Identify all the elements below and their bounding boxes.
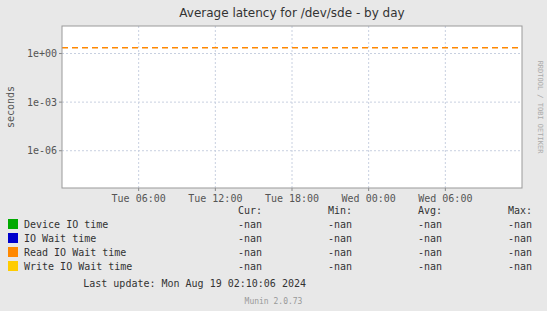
- legend-header: Cur:: [238, 205, 262, 216]
- legend-value: -nan: [418, 261, 442, 272]
- legend-label: Read IO Wait time: [24, 247, 126, 258]
- legend-value: -nan: [418, 247, 442, 258]
- legend-value: -nan: [508, 219, 532, 230]
- footer-text: Last update: Mon Aug 19 02:10:06 2024: [83, 278, 306, 289]
- grid-line: [215, 26, 216, 188]
- legend-value: -nan: [508, 233, 532, 244]
- x-tick-label: Wed 00:00: [342, 193, 396, 204]
- legend-swatch: [8, 247, 18, 257]
- y-tick-label: 1e+00: [27, 48, 57, 59]
- legend-value: -nan: [238, 233, 262, 244]
- legend-swatch: [8, 219, 18, 229]
- plot-data: [62, 47, 522, 48]
- legend-value: -nan: [508, 247, 532, 258]
- legend-value: -nan: [418, 233, 442, 244]
- grid-line: [292, 26, 293, 188]
- plot-frame: [62, 26, 522, 188]
- x-tick-label: Wed 06:00: [418, 193, 472, 204]
- grid-line: [62, 53, 522, 54]
- background: [0, 0, 547, 311]
- legend-value: -nan: [328, 219, 352, 230]
- legend-value: -nan: [418, 219, 442, 230]
- legend-header: Avg:: [418, 205, 442, 216]
- chart: Average latency for /dev/sde - by day 1e-…: [0, 0, 547, 311]
- y-axis-label: seconds: [5, 86, 16, 128]
- x-tick-label: Tue 18:00: [265, 193, 319, 204]
- legend-value: -nan: [508, 261, 532, 272]
- legend-label: Write IO Wait time: [24, 261, 132, 272]
- legend-header: Min:: [328, 205, 352, 216]
- legend-label: Device IO time: [24, 219, 108, 230]
- grid: [62, 26, 522, 188]
- legend-value: -nan: [238, 219, 262, 230]
- plot-area: [62, 26, 522, 188]
- legend-label: IO Wait time: [24, 233, 96, 244]
- legend-value: -nan: [238, 261, 262, 272]
- legend-swatch: [8, 233, 18, 243]
- side-label: RRDTOOL / TOBI OETIKER: [536, 61, 544, 155]
- x-tick-label: Tue 06:00: [112, 193, 166, 204]
- legend-value: -nan: [328, 247, 352, 258]
- grid-line: [138, 26, 139, 188]
- legend-swatch: [8, 261, 18, 271]
- y-tick-label: 1e-03: [27, 97, 57, 108]
- watermark: Munin 2.0.73: [245, 297, 303, 306]
- grid-line: [368, 26, 369, 188]
- legend-value: -nan: [328, 233, 352, 244]
- title: Average latency for /dev/sde - by day: [179, 6, 404, 20]
- reference-line: [62, 47, 522, 49]
- legend-header: Max:: [508, 205, 532, 216]
- y-tick-label: 1e-06: [27, 145, 57, 156]
- x-tick-label: Tue 12:00: [188, 193, 242, 204]
- grid-line: [445, 26, 446, 188]
- legend: Device IO time -nan -nan -nan -nan IO Wait ti…: [8, 219, 532, 272]
- legend-value: -nan: [238, 247, 262, 258]
- legend-value: -nan: [328, 261, 352, 272]
